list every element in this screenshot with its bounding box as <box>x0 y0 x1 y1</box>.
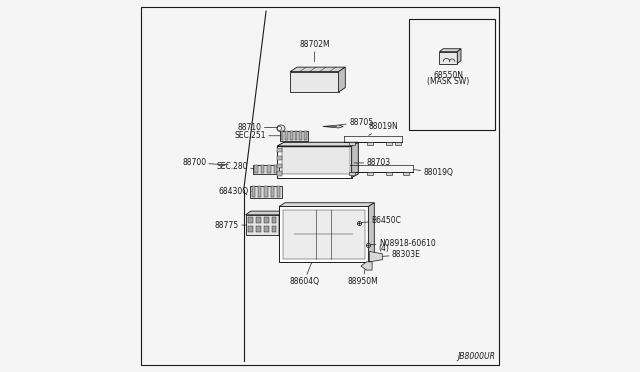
Bar <box>277 164 282 168</box>
Text: JB8000UR: JB8000UR <box>457 352 495 361</box>
Text: 88703: 88703 <box>354 158 390 167</box>
Text: 88775: 88775 <box>215 221 246 230</box>
Bar <box>403 172 408 175</box>
Bar <box>268 165 271 173</box>
Polygon shape <box>369 203 374 262</box>
Bar <box>264 217 269 222</box>
Text: 88950M: 88950M <box>348 269 378 286</box>
Polygon shape <box>369 251 382 262</box>
Polygon shape <box>291 71 339 92</box>
Bar <box>349 172 355 175</box>
Text: 68550N: 68550N <box>433 71 463 80</box>
Text: 68430Q: 68430Q <box>218 187 251 196</box>
Bar <box>253 164 279 174</box>
Polygon shape <box>440 52 457 64</box>
Bar <box>280 131 308 141</box>
Bar <box>271 225 276 231</box>
Bar <box>277 155 282 160</box>
Bar <box>386 172 392 175</box>
Bar <box>271 217 276 222</box>
Text: 88604Q: 88604Q <box>289 262 319 286</box>
Ellipse shape <box>277 125 285 132</box>
Bar <box>395 142 401 145</box>
Polygon shape <box>361 262 372 270</box>
Bar <box>271 186 274 197</box>
Bar <box>290 131 292 140</box>
Polygon shape <box>279 203 374 206</box>
Bar <box>285 131 288 140</box>
Bar <box>256 217 261 222</box>
Text: SEC.280: SEC.280 <box>216 162 254 171</box>
Text: 88700: 88700 <box>182 158 228 167</box>
Bar <box>248 217 253 222</box>
Bar <box>248 225 253 231</box>
Bar <box>295 131 298 140</box>
Text: 88705: 88705 <box>339 118 373 126</box>
Bar <box>274 165 277 173</box>
Bar <box>282 147 349 174</box>
Polygon shape <box>291 67 346 71</box>
Bar <box>277 148 282 152</box>
Bar <box>252 186 255 197</box>
Polygon shape <box>277 142 358 146</box>
Text: 88702M: 88702M <box>299 40 330 62</box>
Text: SEC.251: SEC.251 <box>235 131 281 140</box>
Bar <box>386 142 392 145</box>
Polygon shape <box>457 49 461 64</box>
Text: 88019Q: 88019Q <box>413 168 453 177</box>
Bar <box>367 172 373 175</box>
Bar <box>261 165 264 173</box>
Bar <box>349 142 355 145</box>
Bar <box>281 131 284 140</box>
Bar <box>300 131 302 140</box>
Bar <box>250 186 282 198</box>
Bar <box>255 165 258 173</box>
Text: 88303E: 88303E <box>383 250 420 259</box>
Text: N08918-60610: N08918-60610 <box>370 239 436 248</box>
Polygon shape <box>339 67 346 92</box>
Polygon shape <box>279 206 369 262</box>
Text: B6450C: B6450C <box>362 216 401 225</box>
Bar <box>367 142 373 145</box>
Bar <box>410 19 495 130</box>
Bar <box>277 171 282 176</box>
Ellipse shape <box>277 126 282 130</box>
Bar <box>264 186 268 197</box>
Polygon shape <box>279 211 284 235</box>
Bar <box>264 225 269 231</box>
Text: 88710: 88710 <box>237 123 277 132</box>
Polygon shape <box>283 210 365 259</box>
Text: (MASK SW): (MASK SW) <box>428 77 470 86</box>
Polygon shape <box>440 49 461 52</box>
Bar <box>256 225 261 231</box>
Bar <box>258 186 261 197</box>
Bar <box>277 186 280 197</box>
Polygon shape <box>246 215 279 235</box>
Polygon shape <box>277 146 351 178</box>
Bar <box>304 131 307 140</box>
Text: (4): (4) <box>379 244 390 253</box>
Polygon shape <box>323 125 343 128</box>
Polygon shape <box>246 211 284 215</box>
Text: 88019N: 88019N <box>369 122 399 135</box>
Polygon shape <box>351 142 358 178</box>
